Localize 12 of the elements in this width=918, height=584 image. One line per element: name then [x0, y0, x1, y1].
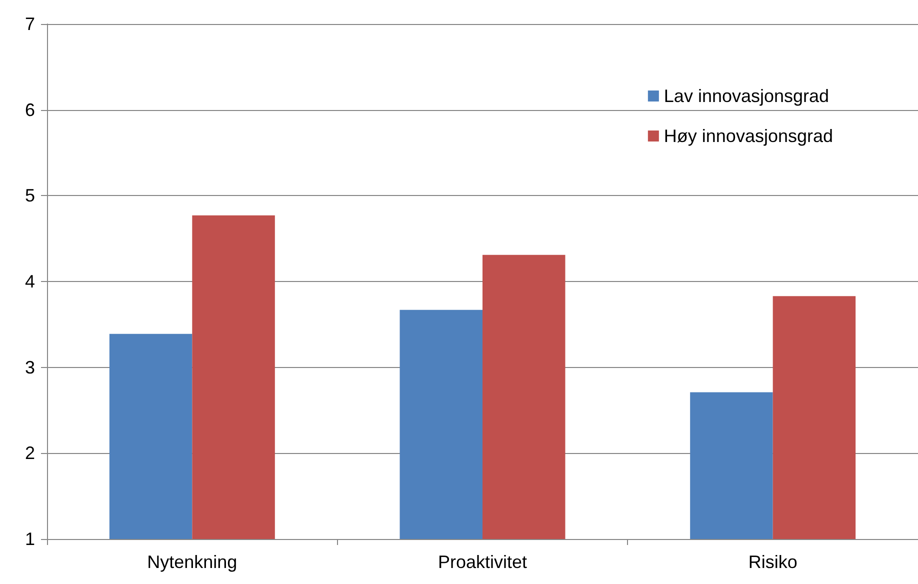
- legend-label: Høy innovasjonsgrad: [664, 126, 834, 146]
- y-tick-label: 1: [24, 529, 35, 549]
- y-tick-label: 7: [24, 14, 35, 34]
- y-tick-label: 5: [24, 186, 35, 206]
- y-tick-label: 2: [24, 443, 35, 464]
- legend-label: Lav innovasjonsgrad: [664, 86, 830, 106]
- y-tick-label: 3: [24, 357, 35, 378]
- y-tick-label: 4: [24, 272, 35, 292]
- x-tick-label: Risiko: [748, 552, 798, 572]
- x-tick-label: Proaktivitet: [438, 552, 528, 572]
- x-tick-label: Nytenkning: [147, 552, 238, 572]
- y-tick-label: 6: [24, 100, 35, 120]
